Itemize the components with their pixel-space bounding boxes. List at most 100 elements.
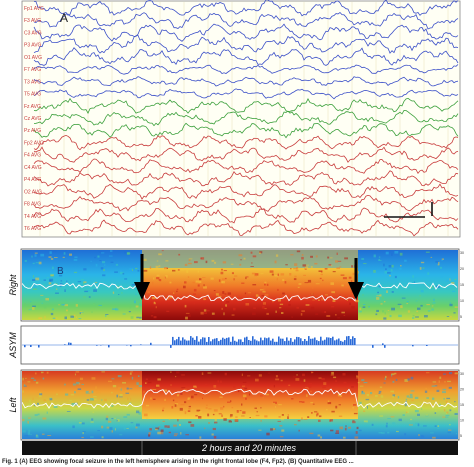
spectrogram-pixel [129,372,132,375]
spectrogram-pixel [172,269,176,272]
spectrogram-pixel [274,275,279,277]
spectrogram-pixel [236,410,239,413]
spectrogram-pixel [224,277,227,280]
spectrogram-pixel [321,310,326,313]
spectrogram-pixel [48,256,52,258]
spectrogram-pixel [40,253,45,257]
spectrogram-pixel [277,420,281,422]
spectrogram-pixel [105,315,107,317]
spectrogram-pixel [281,312,284,314]
spectrogram-pixel [42,283,46,286]
spectrogram-pixel [50,258,54,260]
spectrogram-pixel [200,311,204,315]
spectrogram-pixel [245,397,247,400]
spectrogram-pixel [266,312,269,315]
spectrogram-pixel [418,434,420,437]
spectrogram-pixel [130,422,134,424]
spectrogram-pixel [394,275,397,279]
asym-bar [262,340,264,345]
spectrogram-pixel [287,416,289,419]
spectrogram-pixel [318,270,323,272]
spectrogram-pixel [273,384,275,388]
spectrogram-pixel [249,417,251,418]
spectrogram-pixel [28,417,31,419]
spectrogram-pixel [193,303,195,305]
spectrogram-pixel [272,299,274,303]
spectrogram-pixel [378,390,382,393]
spectrogram-pixel [101,252,105,254]
figure-caption: Fig. 1 (A) EEG showing focal seizure in … [2,459,354,465]
spectrogram-pixel [38,261,42,265]
spectrogram-pixel [94,256,96,259]
spectrogram-pixel [188,405,191,408]
spectrogram-pixel [241,373,243,376]
spectrogram-pixel [421,408,423,410]
spectrogram-pixel [262,288,266,292]
spectrogram-pixel [160,429,164,432]
spectrogram-pixel [288,384,291,386]
spectrogram-pixel [445,412,447,415]
spectrogram-pixel [162,420,165,422]
spectrogram-pixel [23,385,27,387]
spectrogram-pixel [390,392,393,394]
spectrogram-pixel [185,316,188,320]
spectrogram-pixel [202,277,206,278]
spectrogram-pixel [445,416,449,418]
spectrogram-pixel [54,257,58,258]
spectrogram-pixel [290,268,292,270]
spectrogram-pixel [218,413,222,415]
spectrogram-pixel [78,422,82,424]
spectrogram-pixel [378,392,381,394]
spectrogram-pixel [183,388,187,390]
spectrogram-pixel [156,274,160,277]
asym-bar [382,343,384,345]
spectrogram-pixel [324,311,327,313]
spectrogram-pixel [340,274,345,276]
spectrogram-pixel [213,435,217,439]
spectrogram-pixel [108,255,113,257]
spectrogram-pixel [262,306,265,309]
spectrogram-pixel [425,387,427,390]
asym-bar [326,337,328,345]
spectrogram-pixel [77,388,82,390]
spectrogram-pixel [49,279,52,282]
eeg-trace [33,109,459,127]
spectrogram-pixel [132,268,133,271]
spectrogram-pixel [332,390,335,394]
spectrogram-pixel [179,424,181,426]
spectrogram-pixel [223,270,227,272]
spectrogram-pixel [72,425,75,429]
spectrogram-pixel [354,436,359,439]
spectrogram-pixel [251,272,256,275]
asym-bar [332,336,334,345]
spectrogram-pixel [158,279,162,282]
spectrogram-pixel [343,436,346,439]
spectrogram-pixel [101,436,104,439]
spectrogram-pixel [207,372,212,374]
spectrogram-pixel [350,280,353,283]
spectrogram-pixel [432,381,437,383]
spectrogram-pixel [110,250,113,252]
spectrogram-pixel [435,410,437,412]
spectrogram-pixel [46,371,49,374]
spectrogram-pixel [164,398,166,401]
spectrogram-pixel [181,387,186,389]
spectrogram-pixel [52,317,56,319]
asym-bar [352,336,354,345]
spectrogram-pixel [176,371,180,374]
spectrogram-pixel [175,403,179,405]
asym-bar [178,336,180,345]
spectrogram-pixel [254,407,257,409]
asym-bar [268,337,270,345]
spectrogram-pixel [301,310,305,312]
spectrogram-pixel [352,407,355,409]
spectrogram-pixel [416,310,419,313]
spectrogram-pixel [118,387,122,389]
spectrogram-pixel [135,267,138,270]
spectrogram-pixel [165,275,168,278]
spectrogram-pixel [259,289,264,291]
spectrogram-pixel [379,283,382,285]
spectrogram-pixel [407,310,411,313]
scale-tick-label: 20 [460,267,464,271]
spectrogram-pixel [223,312,225,316]
